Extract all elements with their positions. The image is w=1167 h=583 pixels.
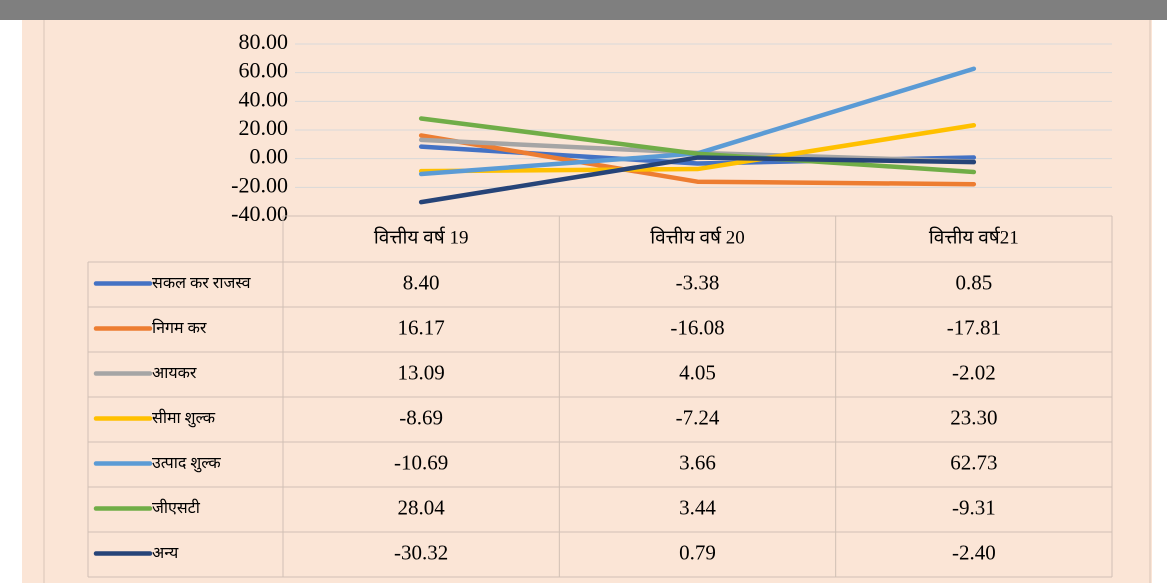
chart-bg <box>22 20 1152 583</box>
y-tick-label: 80.00 <box>239 29 289 54</box>
plot: 80.00 60.00 40.00 20.00 0.00 -20.00 -40.00 वित्… <box>87 29 1113 578</box>
table-cell: 28.04 <box>398 495 446 519</box>
y-tick-label: 20.00 <box>239 115 289 140</box>
table-cell: -9.31 <box>952 495 996 519</box>
table-cell: -7.24 <box>676 405 720 429</box>
table-cell: -3.38 <box>676 270 720 294</box>
x-tick-label: वित्तीय वर्ष 19 <box>374 225 469 248</box>
y-tick-label: -20.00 <box>231 172 288 197</box>
table-cell: 4.05 <box>679 360 716 384</box>
table-cell: 0.85 <box>955 270 992 294</box>
table-cell: -17.81 <box>947 315 1001 339</box>
legend-label: जीएसटी <box>152 498 201 517</box>
legend-label: सकल कर राजस्व <box>152 275 252 292</box>
y-tick-label: 0.00 <box>250 144 289 169</box>
table-cell: 13.09 <box>398 360 445 384</box>
legend-label: सीमा शुल्क <box>152 408 216 428</box>
table-cell: -2.02 <box>952 360 996 384</box>
series-line <box>418 133 977 187</box>
legend-label: अन्य <box>152 545 179 562</box>
table-cell: 23.30 <box>950 405 997 429</box>
series-line <box>418 123 977 174</box>
legend-label: उत्पाद शुल्क <box>152 455 221 473</box>
table-cell: -16.08 <box>670 315 724 339</box>
y-tick-label: -40.00 <box>231 201 288 226</box>
table-cell: -2.40 <box>952 540 996 564</box>
table-cell: 0.79 <box>679 540 716 564</box>
table-cell: 3.66 <box>679 450 716 474</box>
y-tick-label: 40.00 <box>239 86 289 111</box>
header-band <box>0 0 1167 20</box>
table-cell: 8.40 <box>403 270 440 294</box>
y-tick-label: 60.00 <box>239 58 289 83</box>
series-line <box>418 155 977 205</box>
series-line <box>418 116 977 175</box>
x-tick-label: वित्तीय वर्ष 20 <box>650 225 745 248</box>
legend-label: निगम कर <box>152 318 207 337</box>
table-cell: 16.17 <box>398 315 445 339</box>
table-cell: 3.44 <box>679 495 716 519</box>
table-cell: -30.32 <box>394 540 448 564</box>
table-cell: -8.69 <box>399 405 443 429</box>
x-tick-label: वित्तीय वर्ष21 <box>929 225 1019 248</box>
legend-label: आयकर <box>152 365 197 382</box>
table-cell: -10.69 <box>394 450 448 474</box>
table-cell: 62.73 <box>950 450 997 474</box>
